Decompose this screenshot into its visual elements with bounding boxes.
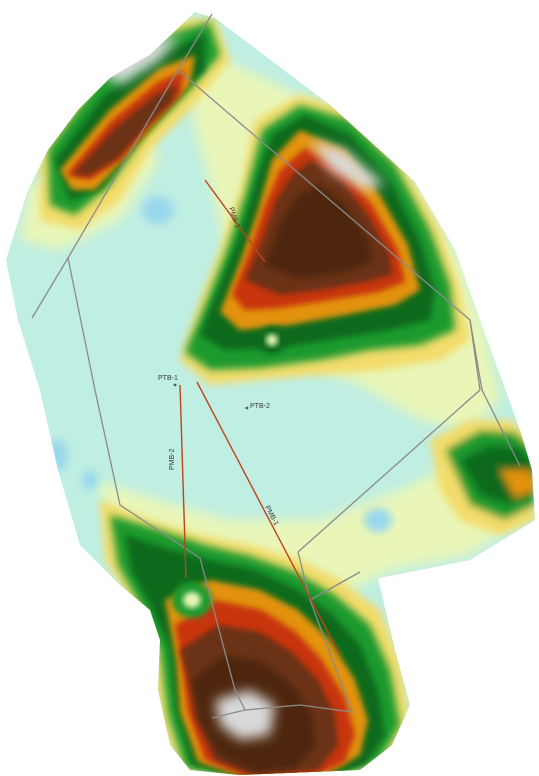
summit-south — [215, 690, 275, 740]
label-ptb-2: PTB-2 — [250, 403, 270, 410]
profile-lines — [179, 179, 341, 656]
dark-brown-core-north — [265, 185, 372, 278]
marker-ptb-1 — [173, 383, 177, 387]
property-boundary — [31, 13, 521, 719]
label-ptb-1: PTB-1 — [158, 375, 178, 382]
water-patches — [48, 196, 392, 532]
profile-line-3 — [204, 179, 266, 263]
profile-line-1 — [196, 381, 341, 656]
knoll-north — [258, 326, 286, 354]
east-ridge — [430, 420, 535, 535]
profile-line-2 — [179, 384, 187, 579]
marker-ptb-2 — [245, 406, 249, 410]
knoll-south — [172, 582, 212, 618]
label-profile-2: PMB-2 — [169, 449, 176, 471]
